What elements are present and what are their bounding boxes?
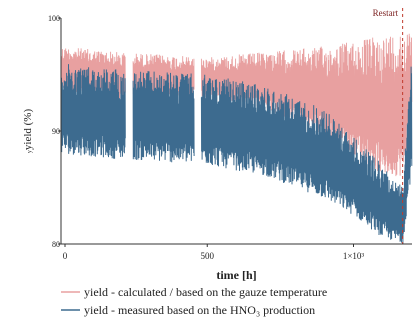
series-line-segment xyxy=(200,66,413,244)
plot-area xyxy=(60,8,413,244)
y-tick-label: 80 xyxy=(52,240,60,249)
x-tick-label: 1×10³ xyxy=(343,251,365,261)
series-line-segment xyxy=(200,33,413,177)
y-tick-label: 90 xyxy=(52,127,60,136)
restart-label: Restart xyxy=(373,8,399,18)
y-tick-label: 100 xyxy=(48,14,60,23)
y-axis-title: yyield (%) xyxy=(22,109,34,154)
x-axis-title: time [h] xyxy=(216,268,256,282)
axes: 80 90 100 0 500 1×10³ xyxy=(48,14,412,261)
svg-text:yyield (%): yyield (%) xyxy=(22,109,34,154)
series-line-segment xyxy=(60,64,126,159)
legend-item-calculated: yield - calculated / based on the gauze … xyxy=(61,285,327,299)
y-axis-title-prefix: y xyxy=(27,150,33,153)
legend-label-calculated: yield - calculated / based on the gauze … xyxy=(84,285,327,299)
legend-label-measured: yield - measured based on the HNO₃ produ… xyxy=(84,303,315,317)
series-measured xyxy=(60,64,413,244)
series-line-segment xyxy=(132,71,195,163)
y-axis-title-text: yield (%) xyxy=(22,109,34,151)
x-tick-label: 500 xyxy=(201,251,215,261)
legend: yield - calculated / based on the gauze … xyxy=(61,285,327,317)
legend-item-measured: yield - measured based on the HNO₃ produ… xyxy=(61,303,315,317)
x-tick-label: 0 xyxy=(63,251,68,261)
